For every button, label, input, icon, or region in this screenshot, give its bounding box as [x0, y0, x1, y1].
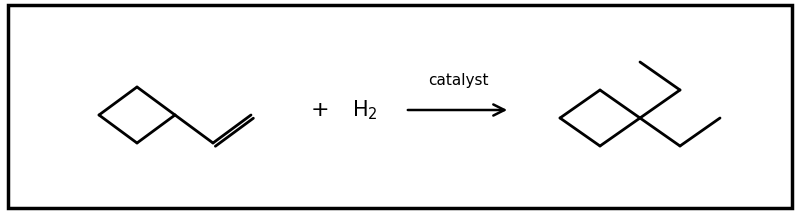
Text: H$_2$: H$_2$	[352, 98, 378, 122]
Text: catalyst: catalyst	[428, 73, 488, 88]
Text: +: +	[310, 100, 330, 120]
